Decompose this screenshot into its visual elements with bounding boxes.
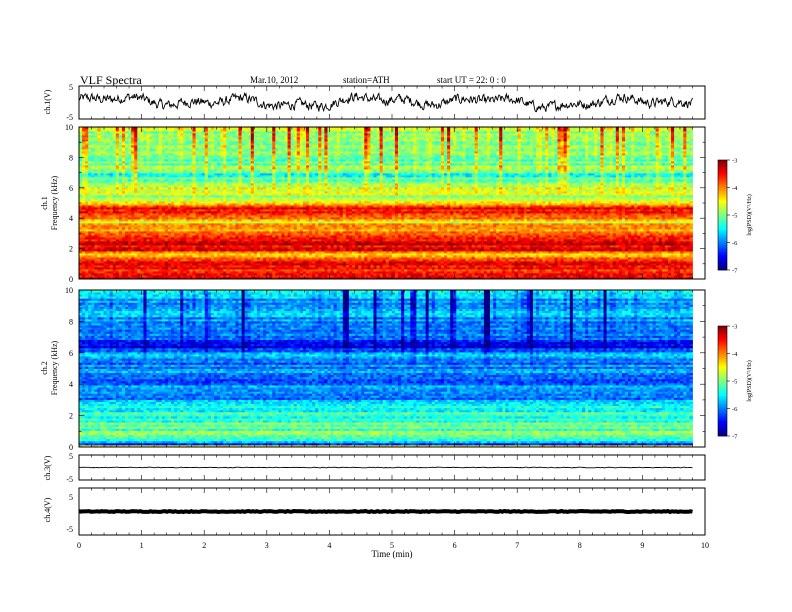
date-label: Mar.10, 2012	[250, 75, 298, 85]
station-label: station=ATH	[343, 75, 390, 85]
ch1-ytick-top: 5	[69, 83, 73, 92]
ch1-waveform-line	[79, 93, 693, 112]
start-time-label: start UT = 22: 0 : 0	[437, 75, 506, 85]
ch1-ylabel: ch.1(V)	[43, 89, 52, 114]
figure-title: VLF Spectra	[80, 73, 142, 87]
vlf-figure: VLF Spectra Mar.10, 2012 station=ATH sta…	[0, 0, 792, 612]
ch1-waveform-panel: 5 -5 ch.1(V)	[43, 83, 705, 122]
ch1-ytick-bottom: -5	[66, 113, 73, 122]
ch1-spectrogram-image	[79, 127, 693, 279]
